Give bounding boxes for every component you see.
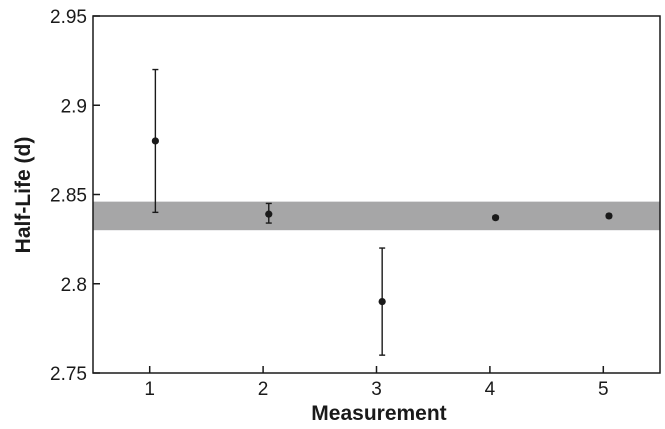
data-point	[605, 212, 613, 220]
plot-frame	[92, 15, 661, 374]
y-axis-title: Half-Life (d)	[12, 137, 35, 254]
accepted-value-band	[93, 201, 660, 231]
data-point	[491, 214, 500, 222]
y-tick-label: 2.95	[50, 7, 87, 28]
x-tick-label: 5	[598, 379, 609, 400]
data-point	[151, 137, 159, 145]
x-tick-label: 3	[371, 379, 382, 400]
x-tick-label: 4	[485, 379, 496, 400]
data-point	[378, 298, 386, 306]
x-axis-title: Measurement	[311, 402, 446, 425]
y-tick-label: 2.75	[50, 364, 87, 385]
x-tick-label: 1	[144, 379, 155, 400]
x-tick-label: 2	[258, 379, 269, 400]
data-point	[265, 210, 273, 218]
y-tick-label: 2.85	[50, 186, 87, 207]
y-tick-label: 2.9	[61, 96, 87, 117]
y-tick-label: 2.8	[61, 275, 87, 296]
